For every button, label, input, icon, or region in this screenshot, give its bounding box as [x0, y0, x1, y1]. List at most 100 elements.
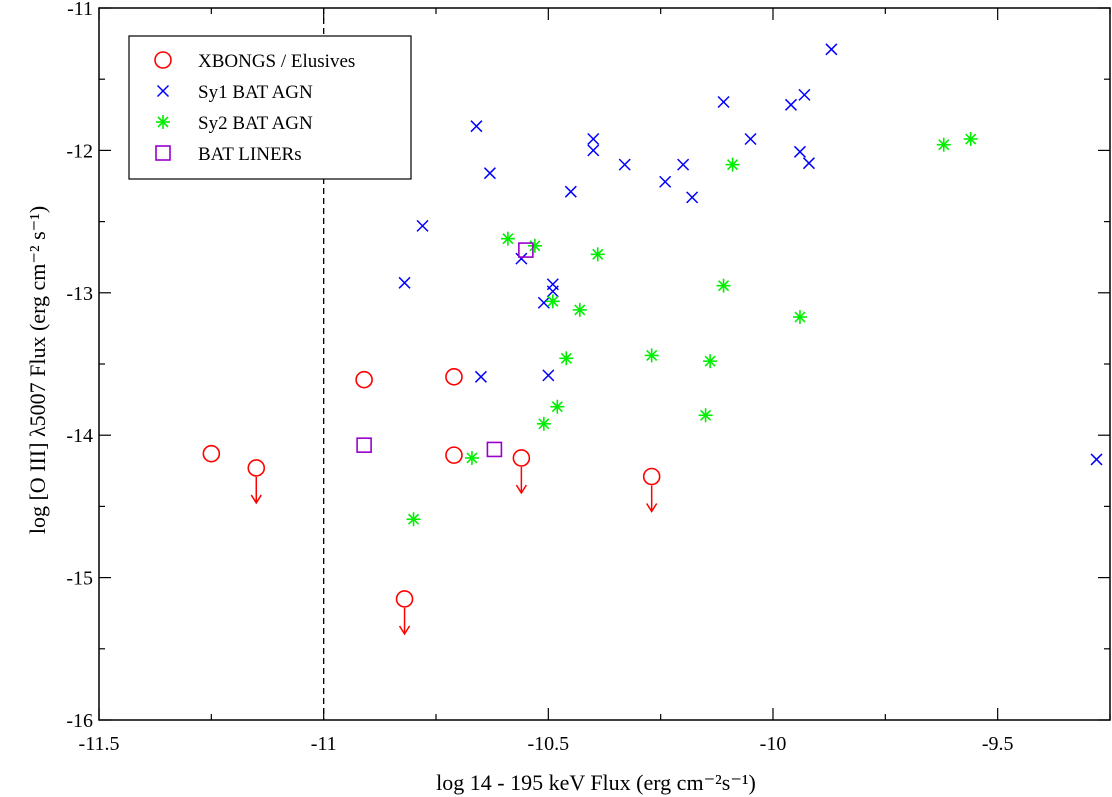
series-x: [398, 43, 1103, 466]
series-square: [356, 242, 534, 458]
marker-stroke: [470, 120, 483, 133]
marker-stroke: [726, 159, 739, 171]
marker-square: [155, 145, 171, 161]
data-point: [744, 132, 757, 146]
data-point: [716, 278, 731, 293]
data-point: [247, 459, 266, 477]
y-axis-title: log [O III] λ5007 Flux (erg cm⁻² s⁻¹): [25, 206, 50, 534]
marker-square: [518, 242, 534, 258]
data-point: [470, 120, 483, 133]
marker-stroke: [938, 139, 950, 151]
marker-stroke: [529, 240, 541, 252]
data-point: [572, 302, 587, 317]
data-point: [202, 444, 221, 463]
marker-circle: [202, 444, 221, 463]
data-point: [518, 242, 534, 258]
axis-ticks: -11.5 -11 -10.5 -10 -9.5 -16 -15 -14 -13 -12 -11: [66, 0, 1111, 755]
marker-stroke: [646, 349, 658, 362]
marker-stroke: [542, 369, 555, 382]
data-point: [537, 296, 550, 309]
y-tick-label: -11: [67, 0, 93, 20]
legend-marker: [156, 84, 170, 98]
x-axis-title: log 14 - 195 keV Flux (erg cm⁻²s⁻¹): [436, 770, 756, 795]
data-point: [587, 144, 600, 157]
upper-limit-arrow: [250, 476, 262, 505]
data-point: [717, 95, 730, 109]
data-point: [483, 167, 496, 180]
data-point: [355, 370, 373, 389]
data-point: [792, 310, 807, 325]
marker-circle: [247, 459, 266, 477]
data-point: [445, 446, 463, 464]
marker-stroke: [483, 167, 496, 180]
marker-stroke: [965, 133, 977, 145]
data-point: [356, 437, 372, 453]
y-tick-label: -12: [66, 140, 93, 162]
marker-stroke: [398, 276, 411, 289]
data-point: [642, 467, 661, 486]
legend-marker: [156, 115, 170, 129]
data-point: [587, 132, 600, 146]
legend: XBONGS / Elusives Sy1 BAT AGN Sy2 BAT AGN B…: [128, 35, 412, 180]
upper-limit-arrow: [515, 466, 528, 495]
marker-stroke: [793, 145, 806, 158]
marker-stroke: [798, 88, 811, 101]
data-point: [545, 294, 560, 309]
x-tick-label: -11.5: [79, 733, 120, 755]
marker-stroke: [592, 248, 604, 260]
marker-stroke: [547, 295, 559, 307]
data-point: [395, 590, 414, 608]
marker-stroke: [587, 132, 600, 146]
marker-stroke: [574, 304, 586, 316]
x-tick-label: -11: [311, 733, 337, 755]
data-point: [784, 98, 798, 111]
marker-square: [486, 441, 503, 458]
data-point: [698, 408, 713, 423]
legend-entry: BAT LINERs: [155, 144, 302, 165]
marker-stroke: [587, 144, 600, 157]
marker-stroke: [538, 418, 550, 430]
marker-stroke: [474, 370, 487, 383]
data-point: [515, 252, 528, 265]
legend-marker: [155, 145, 171, 161]
data-point: [550, 399, 565, 414]
marker-circle: [512, 449, 531, 467]
data-points: [202, 43, 1103, 636]
marker-stroke: [717, 95, 730, 109]
data-point: [445, 368, 463, 386]
marker-stroke: [659, 175, 672, 188]
marker-circle: [395, 590, 414, 608]
data-point: [512, 449, 531, 467]
data-point: [725, 157, 740, 172]
marker-stroke: [718, 280, 730, 292]
data-point: [798, 88, 811, 101]
legend-entry: XBONGS / Elusives: [154, 51, 355, 72]
data-point: [644, 348, 659, 363]
marker-circle: [355, 370, 373, 389]
data-point: [703, 354, 718, 369]
data-point: [963, 132, 978, 147]
data-point: [1090, 453, 1103, 466]
legend-entry: Sy1 BAT AGN: [156, 82, 313, 103]
legend-box: [128, 35, 412, 180]
marker-stroke: [677, 158, 690, 171]
data-point: [406, 512, 421, 527]
legend-label: XBONGS / Elusives: [198, 51, 355, 72]
y-tick-label: -13: [66, 283, 93, 305]
data-point: [659, 175, 672, 188]
marker-stroke: [704, 355, 716, 367]
legend-entry: Sy2 BAT AGN: [156, 113, 313, 134]
arrow-head: [250, 494, 262, 505]
marker-circle: [642, 467, 661, 486]
data-point: [398, 276, 411, 289]
marker-stroke: [407, 513, 420, 525]
series-asterisk: [406, 132, 978, 527]
marker-stroke: [551, 401, 563, 413]
x-tick-label: -9.5: [982, 733, 1014, 755]
marker-stroke: [618, 158, 631, 171]
data-point: [486, 441, 503, 458]
data-point: [542, 369, 555, 382]
marker-stroke: [700, 409, 712, 421]
marker-stroke: [157, 116, 169, 128]
